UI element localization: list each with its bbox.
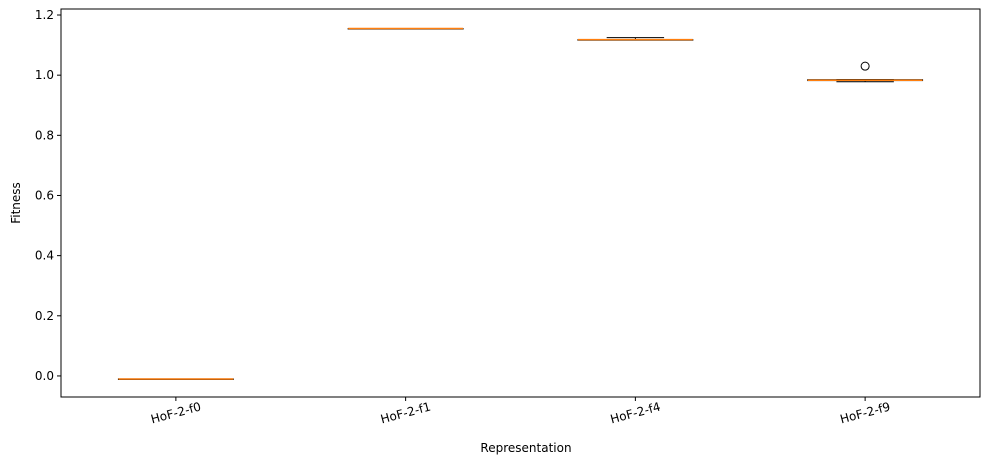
x-tick-label: HoF-2-f4 (609, 400, 662, 427)
y-axis-label: Fitness (9, 182, 23, 224)
plot-area (60, 8, 981, 398)
x-tick-label: HoF-2-f9 (838, 400, 891, 427)
box-HoF-2-f9 (807, 61, 924, 83)
y-tick-label: 0.8 (35, 128, 54, 142)
y-axis: 0.0 0.2 0.4 0.6 0.8 1.0 1.2 (35, 8, 61, 383)
box-HoF-2-f4 (577, 37, 694, 41)
box-HoF-2-f0 (117, 378, 234, 380)
y-tick-label: 0.4 (35, 249, 54, 263)
x-axis-label: Representation (480, 441, 571, 455)
flier-point (860, 61, 870, 71)
x-tick-label: HoF-2-f0 (149, 400, 202, 427)
y-tick-label: 0.2 (35, 309, 54, 323)
y-tick-label: 0.6 (35, 188, 54, 202)
box-HoF-2-f1 (347, 27, 464, 30)
x-tick-label: HoF-2-f1 (379, 400, 432, 427)
y-tick-label: 0.0 (35, 369, 54, 383)
y-tick-label: 1.0 (35, 68, 54, 82)
x-axis: HoF-2-f0 HoF-2-f1 HoF-2-f4 HoF-2-f9 (149, 397, 892, 426)
boxes-group (117, 27, 924, 380)
y-tick-label: 1.2 (35, 8, 54, 22)
